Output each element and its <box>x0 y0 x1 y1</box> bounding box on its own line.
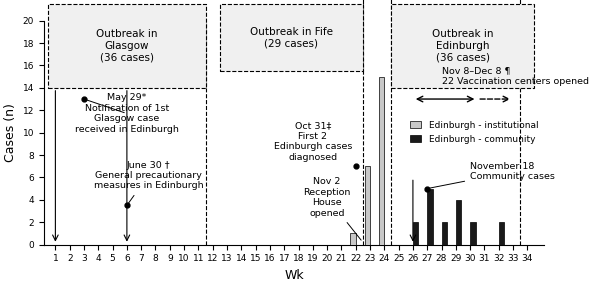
Bar <box>48 4 206 88</box>
Bar <box>391 4 535 88</box>
Bar <box>499 222 504 245</box>
Text: Outbreak in Fife
(29 cases): Outbreak in Fife (29 cases) <box>250 27 333 48</box>
Bar <box>456 200 461 245</box>
X-axis label: Wk: Wk <box>284 269 304 282</box>
Bar <box>379 77 385 245</box>
Text: Nov 8–Dec 8 ¶
22 Vaccination centers opened: Nov 8–Dec 8 ¶ 22 Vaccination centers ope… <box>442 66 589 86</box>
Text: November 18
Community cases: November 18 Community cases <box>430 162 555 188</box>
Text: Oct 31‡
First 2
Edinburgh cases
diagnosed: Oct 31‡ First 2 Edinburgh cases diagnose… <box>274 122 356 166</box>
Text: Outbreak in
Edinburgh
(36 cases): Outbreak in Edinburgh (36 cases) <box>432 29 494 62</box>
Text: May 29*
Notification of 1st
Glasgow case
received in Edinburgh: May 29* Notification of 1st Glasgow case… <box>75 94 179 134</box>
Bar <box>427 188 433 245</box>
Bar <box>365 166 370 245</box>
Text: Outbreak in
Glasgow
(36 cases): Outbreak in Glasgow (36 cases) <box>96 29 158 62</box>
Bar <box>413 222 418 245</box>
Text: Nov 2
Reception
House
opened: Nov 2 Reception House opened <box>304 177 361 240</box>
Bar <box>350 233 356 245</box>
Bar <box>220 4 363 71</box>
Text: June 30 †
General precautionary
measures in Edinburgh: June 30 † General precautionary measures… <box>94 161 203 203</box>
Bar <box>470 222 476 245</box>
Legend: Edinburgh - institutional, Edinburgh - community: Edinburgh - institutional, Edinburgh - c… <box>409 119 540 145</box>
Y-axis label: Cases (n): Cases (n) <box>4 103 17 162</box>
Bar <box>442 222 447 245</box>
